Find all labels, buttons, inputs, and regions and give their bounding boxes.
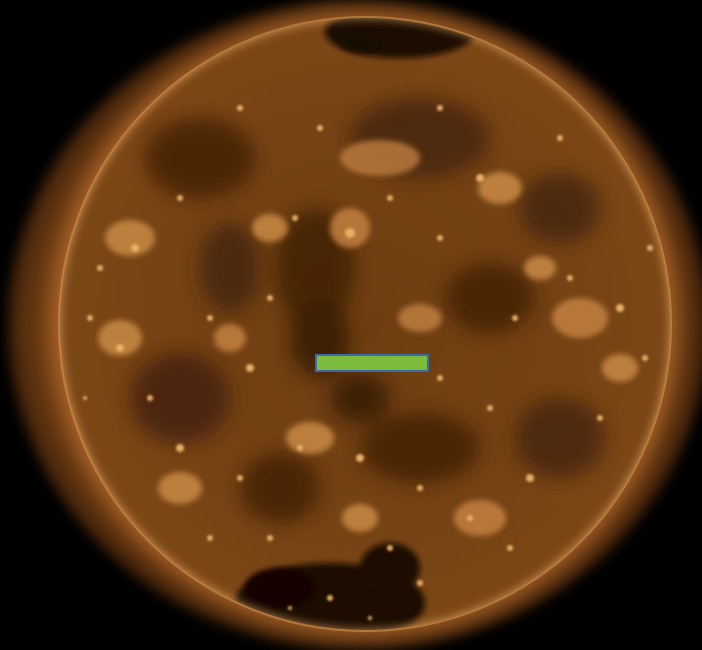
marker-rectangle [315, 354, 429, 372]
south-coronal-hole [235, 543, 425, 630]
bright-speckles [83, 105, 653, 620]
bright-regions [98, 140, 638, 536]
disk-texture [83, 18, 653, 630]
north-coronal-hole [325, 18, 475, 58]
solar-disk [60, 18, 670, 630]
